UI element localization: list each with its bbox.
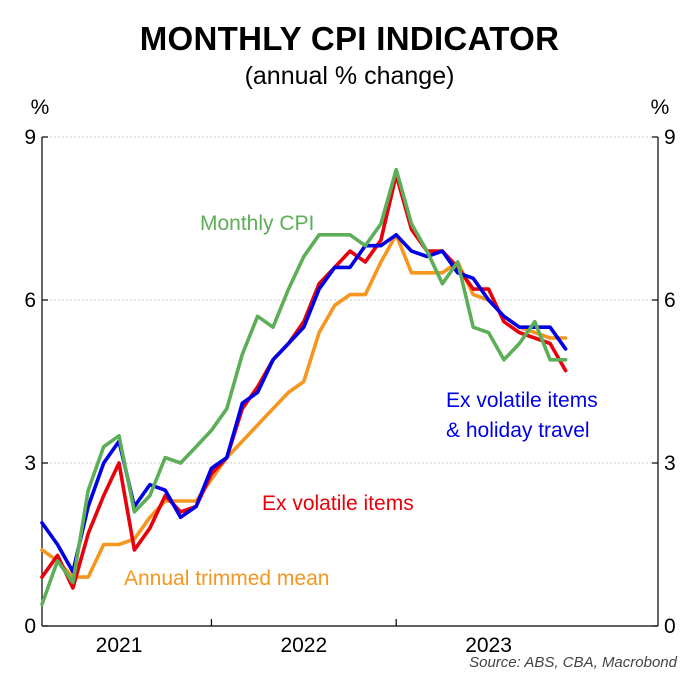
axis-labels: 0 0 3 3 6 6 9 9% % 2021 2022 2023 xyxy=(24,96,675,657)
x-tick-label-2021: 2021 xyxy=(96,634,143,657)
series-line-monthly-cpi xyxy=(40,167,568,607)
x-tick-label-2023: 2023 xyxy=(465,634,512,657)
y-tick-label-right-9: 9 xyxy=(664,126,676,149)
source-note: Source: ABS, CBA, Macrobond xyxy=(469,654,677,671)
x-tick-label-2022: 2022 xyxy=(280,634,327,657)
y-tick-label-left-0: 0 xyxy=(24,615,36,638)
y-tick-label-left-9: 9 xyxy=(24,126,36,149)
y-unit-right: % xyxy=(651,96,670,119)
gridlines xyxy=(42,136,658,464)
y-unit-left: % xyxy=(31,96,50,119)
y-tick-label-left-6: 6 xyxy=(24,289,36,312)
y-tick-label-right-0: 0 xyxy=(664,615,676,638)
series-label-monthly-cpi: Monthly CPI xyxy=(200,212,314,235)
series-label-ex-volatile-items-holiday-travel-line-1: Ex volatile items xyxy=(446,389,598,412)
series-line-annual-trimmed-mean xyxy=(40,233,568,579)
chart-title: MONTHLY CPI INDICATOR xyxy=(139,20,560,57)
series-label-ex-volatile-items-holiday-travel-line-2: & holiday travel xyxy=(446,419,590,442)
series-label-ex-volatile-items: Ex volatile items xyxy=(262,492,414,515)
y-tick-label-right-3: 3 xyxy=(664,452,676,475)
series-lines xyxy=(40,167,568,607)
series-labels: Annual trimmed mean Ex volatile items Ex v… xyxy=(124,212,598,590)
chart-subtitle: (annual % change) xyxy=(244,62,455,90)
y-tick-label-left-3: 3 xyxy=(24,452,36,475)
plot-frame xyxy=(41,136,659,627)
y-tick-label-right-6: 6 xyxy=(664,289,676,312)
series-line-ex-volatile-items xyxy=(40,173,568,590)
series-label-annual-trimmed-mean: Annual trimmed mean xyxy=(124,567,329,590)
